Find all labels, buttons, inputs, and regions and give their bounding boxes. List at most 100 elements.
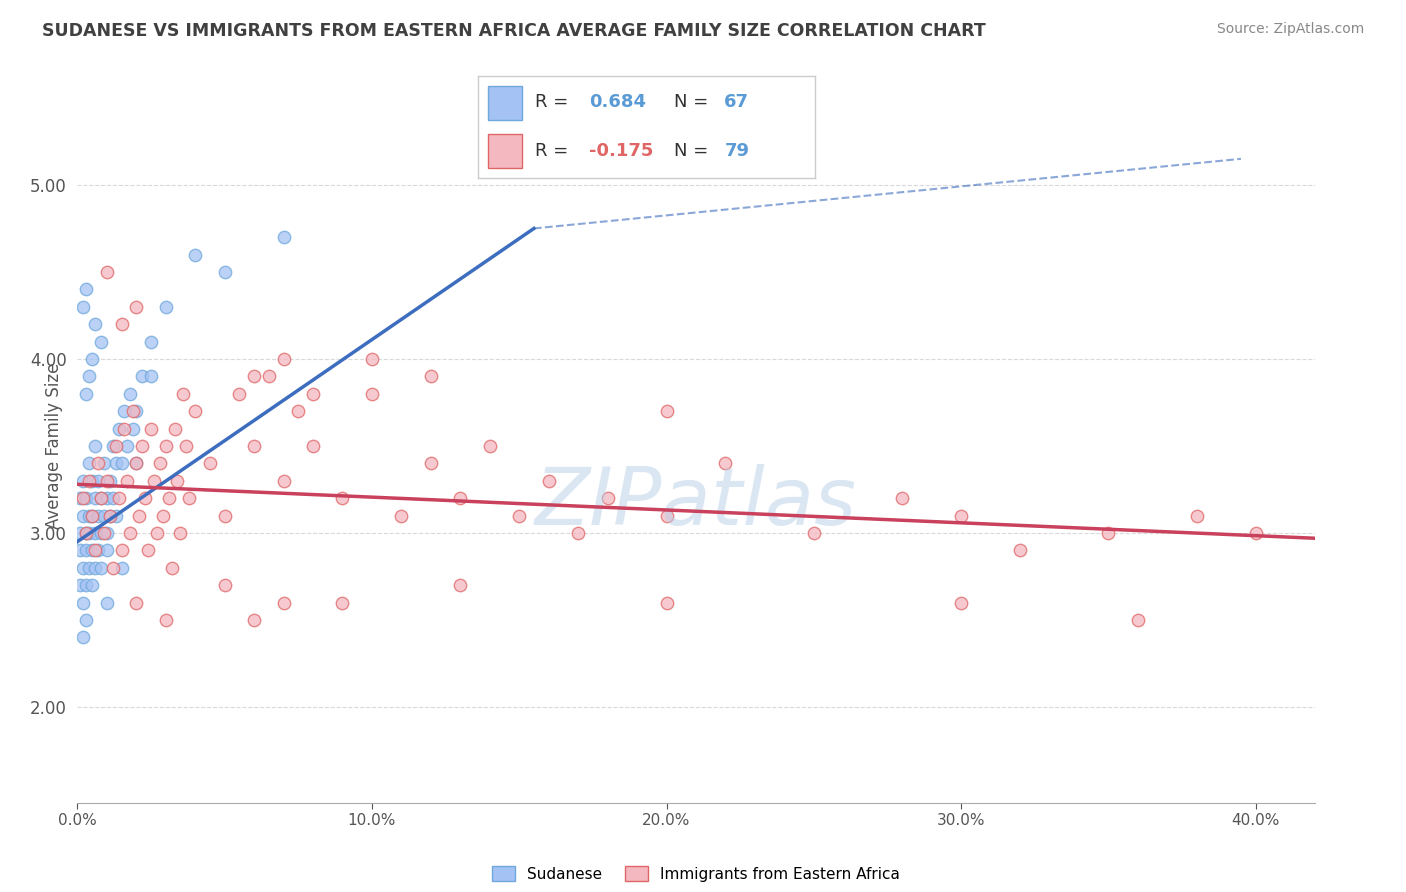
Point (72, 491, 94, 506)
Point (596, 491, 619, 506)
Text: 79: 79 (724, 142, 749, 160)
Point (131, 369, 153, 384)
Point (114, 421, 136, 435)
Text: SUDANESE VS IMMIGRANTS FROM EASTERN AFRICA AVERAGE FAMILY SIZE CORRELATION CHART: SUDANESE VS IMMIGRANTS FROM EASTERN AFRI… (42, 22, 986, 40)
Point (139, 369, 162, 384)
Text: N =: N = (673, 94, 709, 112)
Point (80, 508, 103, 523)
Point (110, 317, 132, 331)
Point (136, 543, 159, 558)
Point (114, 404, 136, 418)
Point (1126, 613, 1149, 627)
Point (179, 491, 201, 506)
Point (655, 404, 678, 418)
Point (184, 404, 207, 418)
Point (107, 421, 129, 435)
Point (332, 596, 354, 610)
Point (96, 526, 118, 541)
Point (77, 526, 100, 541)
Point (77, 508, 100, 523)
Point (184, 247, 207, 261)
Point (567, 526, 589, 541)
Point (87, 457, 110, 471)
Point (80, 508, 103, 523)
Point (110, 543, 132, 558)
Point (537, 474, 560, 488)
Point (75, 526, 97, 541)
Point (80, 474, 103, 488)
Point (107, 491, 129, 506)
Point (75, 526, 97, 541)
Point (273, 596, 295, 610)
Point (1097, 526, 1119, 541)
Point (714, 457, 737, 471)
Point (69, 526, 91, 541)
Point (75, 386, 97, 401)
Point (146, 526, 169, 541)
Point (69, 491, 91, 506)
Point (69, 543, 91, 558)
Point (243, 369, 266, 384)
Bar (488, 135, 522, 168)
Point (77, 369, 100, 384)
Point (125, 457, 148, 471)
Y-axis label: Average Family Size: Average Family Size (45, 363, 63, 529)
Point (419, 369, 441, 384)
Point (101, 561, 124, 575)
Point (128, 508, 150, 523)
Point (80, 351, 103, 366)
Point (419, 457, 441, 471)
Point (80, 578, 103, 592)
Point (361, 386, 384, 401)
Point (84, 491, 107, 506)
Text: R =: R = (536, 142, 568, 160)
Point (1008, 543, 1031, 558)
Point (176, 439, 198, 453)
Point (90, 491, 112, 506)
Point (84, 526, 107, 541)
Point (96, 543, 118, 558)
Point (243, 439, 266, 453)
Point (96, 596, 118, 610)
Text: 67: 67 (724, 94, 749, 112)
Point (508, 508, 530, 523)
Point (163, 421, 186, 435)
Point (84, 543, 107, 558)
Point (228, 386, 250, 401)
Point (72, 474, 94, 488)
Point (87, 474, 110, 488)
Point (101, 439, 124, 453)
Text: -0.175: -0.175 (589, 142, 654, 160)
Point (157, 491, 180, 506)
Point (125, 300, 148, 314)
Point (75, 543, 97, 558)
Point (142, 474, 165, 488)
Point (90, 491, 112, 506)
Point (87, 543, 110, 558)
Text: N =: N = (673, 142, 709, 160)
Point (257, 369, 280, 384)
Text: ZIPatlas: ZIPatlas (534, 464, 858, 542)
Point (655, 596, 678, 610)
Point (104, 439, 127, 453)
Point (122, 421, 145, 435)
Point (93, 526, 115, 541)
Point (139, 421, 162, 435)
Point (214, 265, 236, 279)
Point (302, 386, 325, 401)
Point (155, 300, 177, 314)
Point (98, 508, 121, 523)
Point (1185, 508, 1208, 523)
Point (389, 508, 412, 523)
Point (803, 526, 825, 541)
Point (125, 457, 148, 471)
Point (950, 596, 973, 610)
Point (655, 508, 678, 523)
Point (155, 439, 177, 453)
Point (155, 613, 177, 627)
Point (93, 457, 115, 471)
Point (449, 578, 471, 592)
Point (72, 300, 94, 314)
Point (69, 578, 91, 592)
Point (80, 543, 103, 558)
